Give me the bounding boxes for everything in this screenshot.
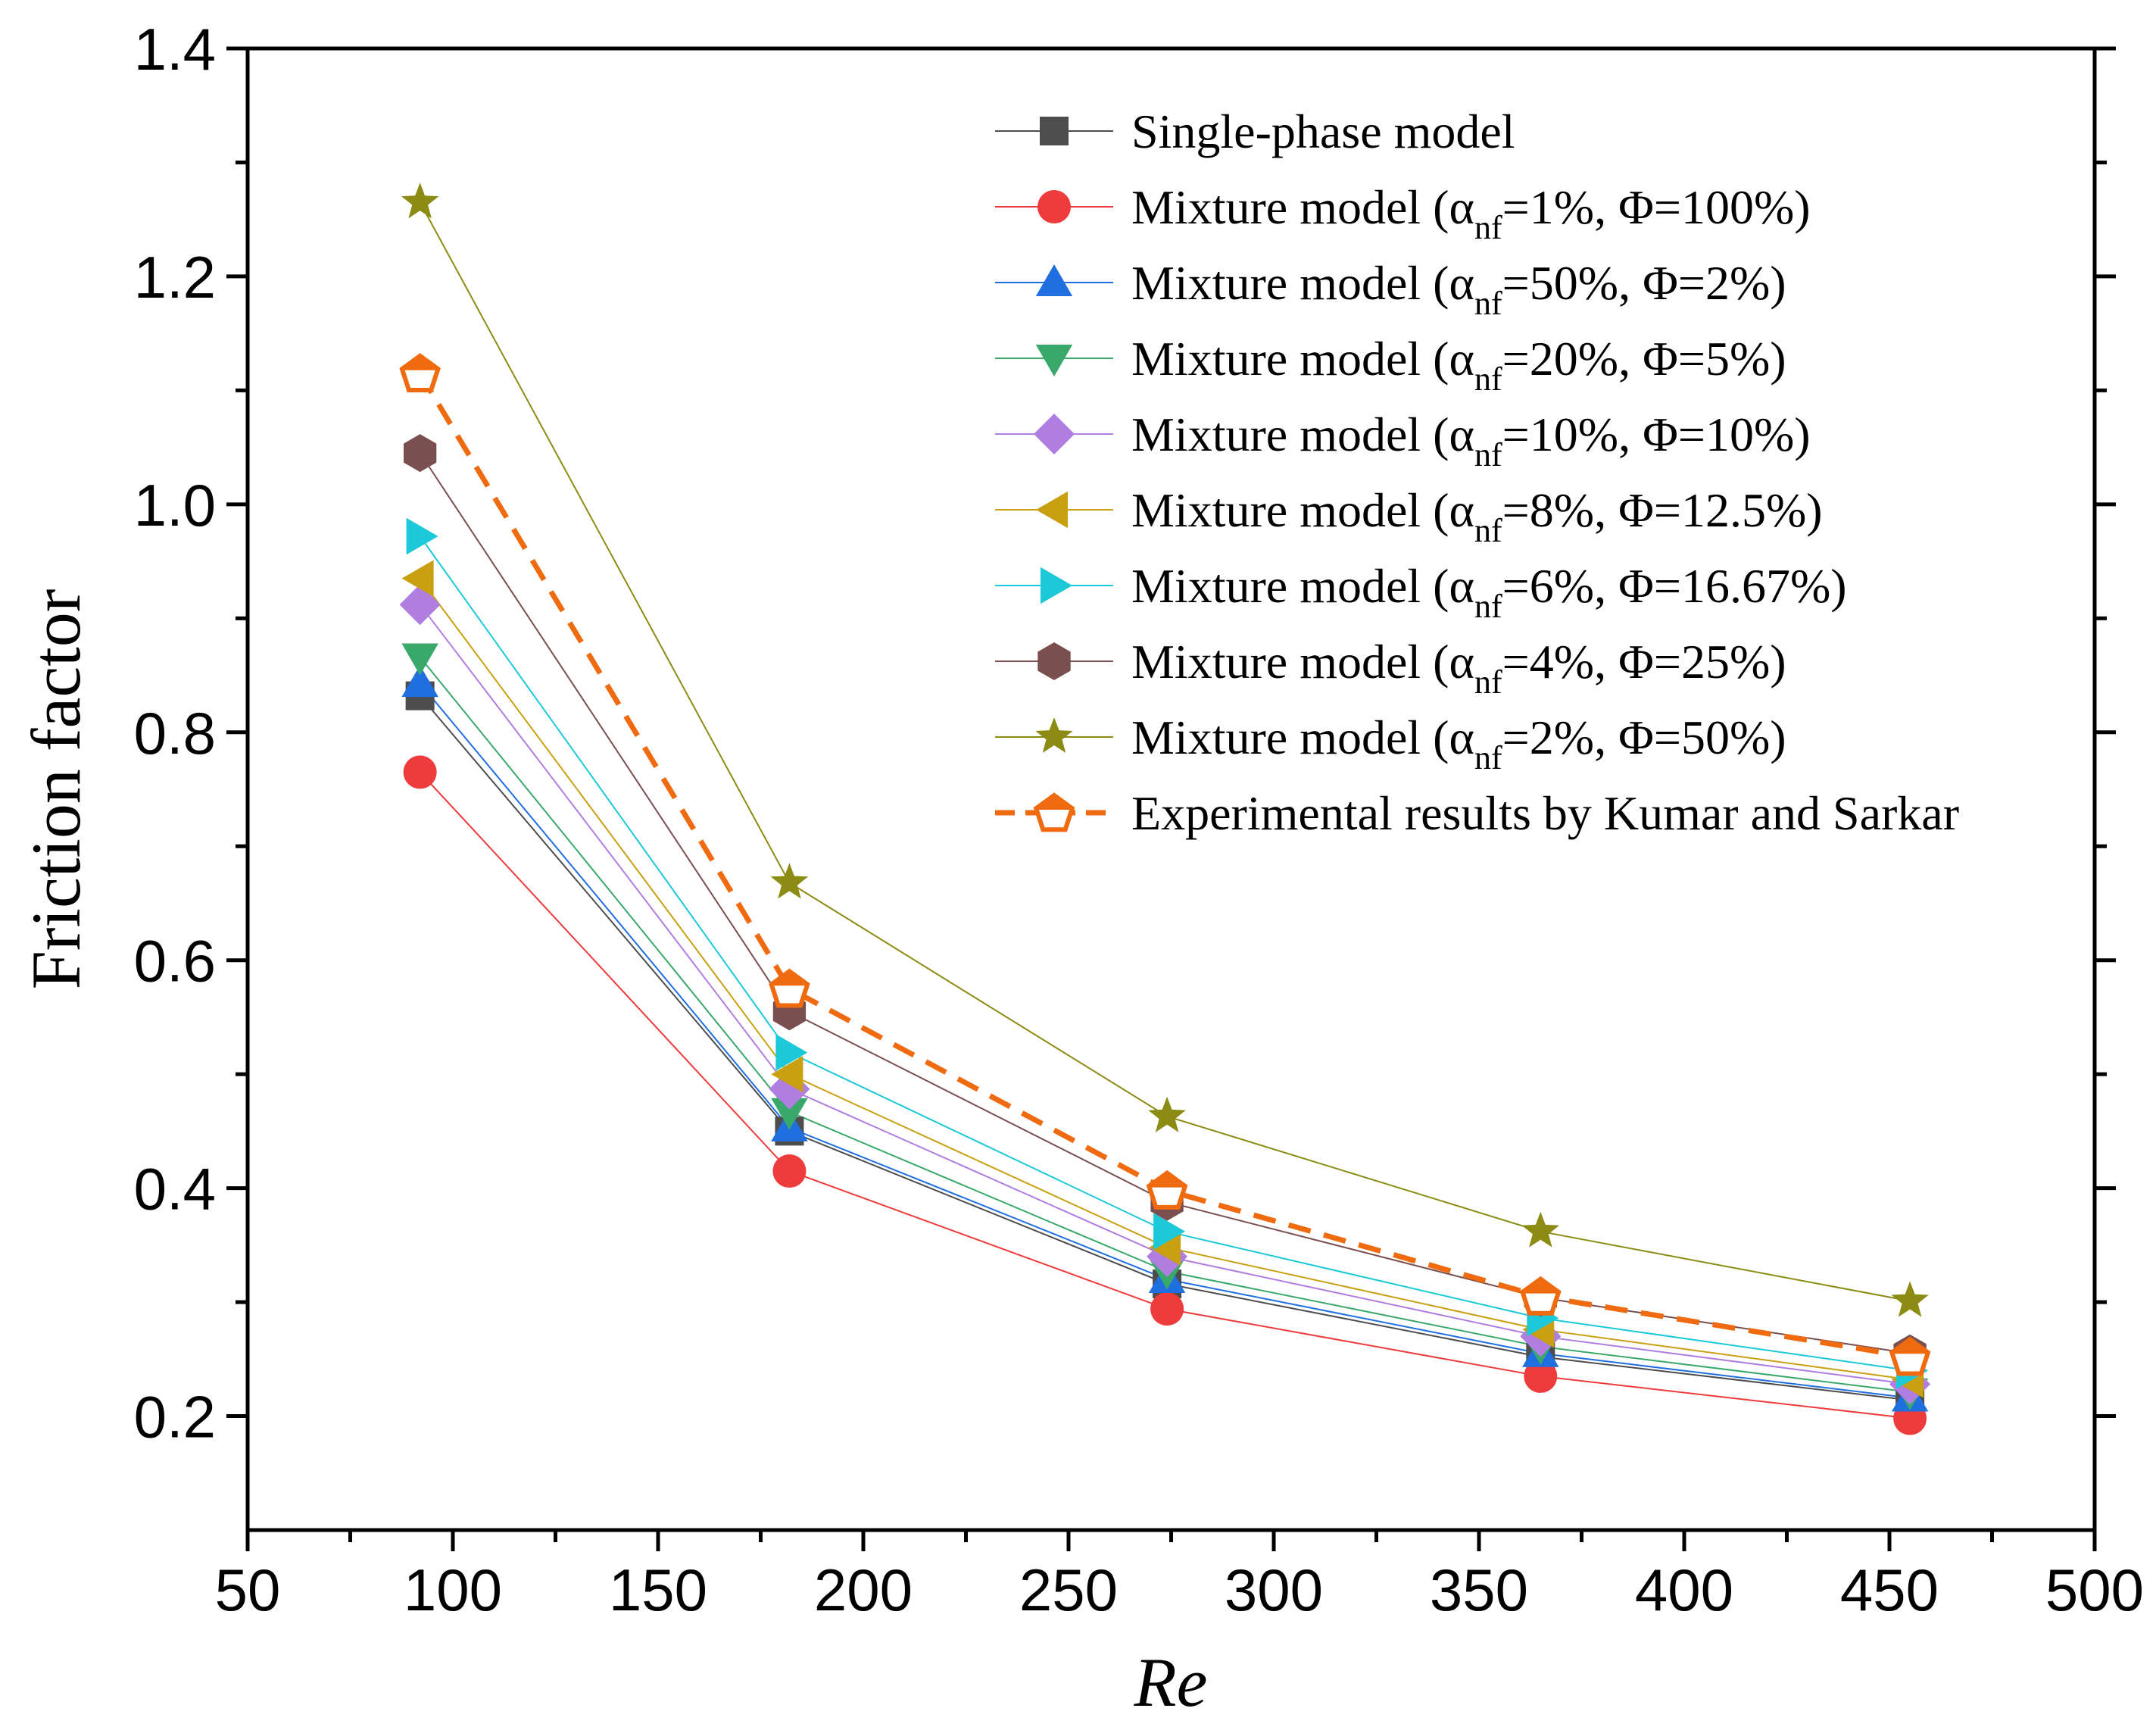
legend-label-suffix: =6%, Φ=16.67%) xyxy=(1502,559,1847,613)
legend-label-prefix: Single-phase model xyxy=(1131,105,1515,158)
x-tick-label: 200 xyxy=(814,1557,913,1623)
legend-label-prefix: Mixture model (α xyxy=(1131,256,1474,310)
data-point-s8-3 xyxy=(1521,1211,1559,1248)
legend-label-6: Mixture model (αnf=6%, Φ=16.67%) xyxy=(1131,559,1847,625)
legend-label-subscript: nf xyxy=(1474,664,1502,701)
legend-label-3: Mixture model (αnf=20%, Φ=5%) xyxy=(1131,332,1786,398)
legend-marker-4 xyxy=(1034,414,1075,454)
axis-ticks xyxy=(226,46,2116,1551)
legend-label-2: Mixture model (αnf=50%, Φ=2%) xyxy=(1131,256,1786,322)
legend-label-prefix: Mixture model (α xyxy=(1131,635,1474,689)
legend-label-suffix: =10%, Φ=10%) xyxy=(1502,408,1811,461)
data-point-s9-0-cap xyxy=(403,355,437,370)
legend-marker-5 xyxy=(1036,491,1068,529)
legend-label-5: Mixture model (αnf=8%, Φ=12.5%) xyxy=(1131,483,1823,549)
legend-label-suffix: =1%, Φ=100%) xyxy=(1502,180,1811,234)
legend-label-0: Single-phase model xyxy=(1131,105,1515,158)
legend-label-prefix: Mixture model (α xyxy=(1131,332,1474,386)
x-tick-label: 500 xyxy=(2045,1557,2144,1623)
data-point-s8-0 xyxy=(401,183,439,219)
x-tick-label: 100 xyxy=(404,1557,502,1623)
tick-labels: 50 100 150 200 250 300 350 400 450 500 0.2 0.4 0.6 0.… xyxy=(134,16,2145,1623)
legend-marker-9 xyxy=(1033,792,1075,832)
legend-marker-6 xyxy=(1041,567,1072,604)
legend-label-subscript: nf xyxy=(1474,436,1502,473)
y-tick-label: 1.4 xyxy=(134,16,216,83)
x-tick-label: 450 xyxy=(1840,1557,1939,1623)
legend-label-prefix: Mixture model (α xyxy=(1131,710,1474,764)
data-point-s7-0 xyxy=(404,434,437,473)
legend-label-7: Mixture model (αnf=4%, Φ=25%) xyxy=(1131,635,1786,701)
data-point-s9-3-cap xyxy=(1524,1279,1558,1294)
x-tick-label: 150 xyxy=(609,1557,707,1623)
legend-label-subscript: nf xyxy=(1474,209,1502,246)
legend-label-1: Mixture model (αnf=1%, Φ=100%) xyxy=(1131,180,1811,246)
legend-marker-2 xyxy=(1035,264,1073,296)
legend-label-suffix: =4%, Φ=25%) xyxy=(1502,635,1786,689)
legend-label-suffix: =50%, Φ=2%) xyxy=(1502,256,1786,310)
series-markers xyxy=(399,183,1931,1435)
data-point-s2-0 xyxy=(401,665,438,698)
data-point-s5-1 xyxy=(771,1055,803,1093)
x-tick-label: 350 xyxy=(1430,1557,1528,1623)
data-point-s9-2 xyxy=(1146,1170,1188,1210)
legend-label-suffix: =8%, Φ=12.5%) xyxy=(1502,483,1823,537)
y-tick-label: 0.8 xyxy=(134,700,216,767)
legend-marker-7 xyxy=(1037,642,1071,680)
legend-marker-3 xyxy=(1035,345,1073,376)
legend-marker-9-cap xyxy=(1037,795,1071,810)
legend-label-subscript: nf xyxy=(1474,739,1502,776)
legend-label-subscript: nf xyxy=(1474,588,1502,625)
legend-label-8: Mixture model (αnf=2%, Φ=50%) xyxy=(1131,710,1786,776)
legend-marker-8 xyxy=(1035,717,1073,753)
data-point-s5-0 xyxy=(401,560,434,597)
data-point-s6-2 xyxy=(1153,1213,1186,1250)
legend-label-4: Mixture model (αnf=10%, Φ=10%) xyxy=(1131,408,1811,473)
data-point-s9-1 xyxy=(769,968,810,1008)
legend-label-prefix: Mixture model (α xyxy=(1131,408,1474,461)
data-point-s8-2 xyxy=(1148,1096,1186,1132)
data-point-s8-4 xyxy=(1891,1281,1929,1317)
y-tick-label: 0.4 xyxy=(134,1156,216,1223)
data-point-s6-0 xyxy=(406,517,438,555)
data-point-s1-1 xyxy=(772,1154,807,1188)
legend-label-subscript: nf xyxy=(1474,285,1502,322)
data-point-s3-1 xyxy=(771,1098,808,1130)
x-tick-label: 250 xyxy=(1019,1557,1118,1623)
y-tick-label: 1.2 xyxy=(134,244,216,311)
legend-label-9: Experimental results by Kumar and Sarkar xyxy=(1131,786,1959,840)
data-point-s9-0 xyxy=(399,353,441,392)
legend-label-prefix: Mixture model (α xyxy=(1131,483,1474,537)
x-axis-title: Re xyxy=(1133,1644,1207,1721)
data-point-s1-0 xyxy=(403,755,437,789)
data-point-s9-3 xyxy=(1519,1276,1562,1316)
legend-label-suffix: =2%, Φ=50%) xyxy=(1502,710,1786,764)
legend-marker-1 xyxy=(1037,190,1071,223)
legend-label-suffix: =20%, Φ=5%) xyxy=(1502,332,1786,386)
legend-label-prefix: Mixture model (α xyxy=(1131,180,1474,234)
x-tick-label: 300 xyxy=(1225,1557,1323,1623)
legend-label-subscript: nf xyxy=(1474,361,1502,398)
legend-marker-0 xyxy=(1040,117,1069,145)
y-tick-label: 0.2 xyxy=(134,1384,216,1451)
x-tick-label: 50 xyxy=(215,1557,281,1623)
data-point-s9-1-cap xyxy=(772,971,807,986)
legend-label-prefix: Mixture model (α xyxy=(1131,559,1474,613)
legend-label-prefix: Experimental results by Kumar and Sarkar xyxy=(1131,786,1959,840)
y-tick-label: 0.6 xyxy=(134,928,216,995)
data-point-s9-4-cap xyxy=(1893,1339,1927,1354)
data-point-s3-0 xyxy=(401,643,438,676)
y-tick-label: 1.0 xyxy=(134,472,216,539)
x-tick-label: 400 xyxy=(1635,1557,1733,1623)
y-axis-title: Friction factor xyxy=(17,589,95,990)
data-point-s1-2 xyxy=(1150,1292,1184,1326)
legend-label-subscript: nf xyxy=(1474,512,1502,549)
data-point-s6-1 xyxy=(775,1034,808,1071)
data-point-s8-1 xyxy=(770,863,809,899)
data-point-s9-2-cap xyxy=(1150,1173,1184,1188)
data-point-s1-3 xyxy=(1524,1359,1558,1393)
data-point-s9-4 xyxy=(1889,1336,1931,1376)
